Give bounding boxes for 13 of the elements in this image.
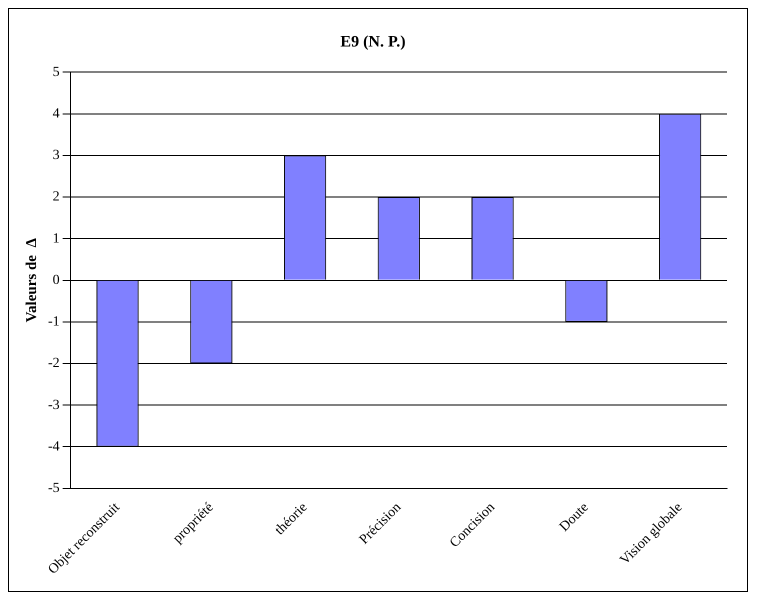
y-tick-label: 2 [52, 190, 60, 205]
y-tick-label: -1 [48, 314, 60, 330]
y-tick-label: -4 [48, 439, 60, 454]
y-tick-label: 1 [52, 231, 60, 246]
y-tick-label: -3 [48, 398, 60, 413]
y-tick-label: -2 [48, 356, 60, 372]
y-tick-label: 3 [52, 148, 60, 164]
y-tick-label: 5 [52, 64, 60, 80]
y-axis-title: Valeurs de Δ [24, 238, 40, 322]
y-tick-label: 0 [52, 272, 60, 288]
y-tick-label: 4 [52, 106, 60, 122]
y-tick-label: -5 [48, 480, 60, 496]
chart-title: E9 (N. P.) [340, 34, 406, 51]
